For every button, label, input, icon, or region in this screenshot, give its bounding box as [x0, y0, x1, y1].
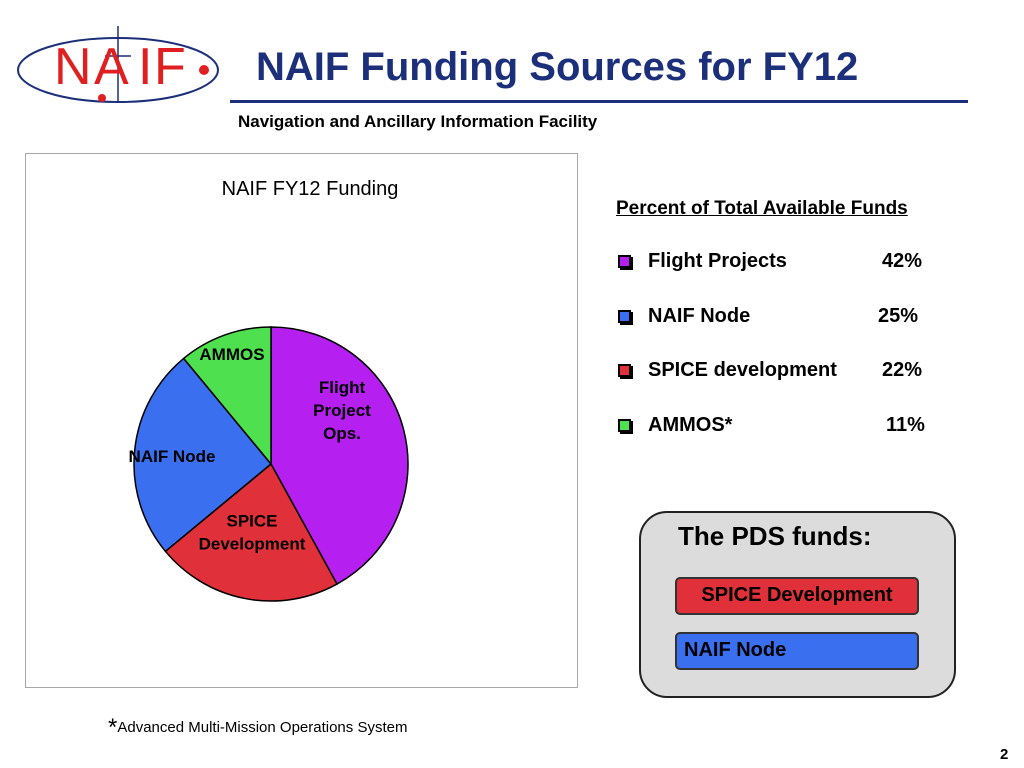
legend-swatch-naif-node: [618, 310, 631, 323]
legend-label: NAIF Node: [648, 305, 751, 327]
pds-item-spice-development: SPICE Development: [675, 577, 919, 615]
pie-label-flight-project-ops: Flight Project Ops.: [313, 378, 371, 443]
pie-label-line: Project: [313, 401, 371, 420]
legend-item-spice-development: SPICE development 22%: [616, 359, 976, 385]
pds-item-naif-node: NAIF Node: [675, 632, 919, 670]
logo-letter-f: F: [154, 38, 186, 96]
pie-label-line: NAIF Node: [129, 447, 216, 466]
legend-item-ammos: AMMOS* 11%: [616, 414, 976, 440]
pie-slice-flight-project-ops: [270, 326, 409, 586]
footnote-text: Advanced Multi-Mission Operations System: [117, 719, 408, 736]
pie-chart: NAIF FY12 Funding Flight Project Ops. SPICE…: [129, 178, 409, 602]
pie-slices: [133, 326, 409, 602]
pie-label-spice-development: SPICE Development: [199, 512, 306, 554]
legend-item-flight-projects: Flight Projects 42%: [616, 250, 976, 276]
legend-percent: 11%: [886, 414, 925, 436]
pie-label-line: SPICE: [226, 512, 277, 531]
legend-percent: 25%: [878, 305, 919, 327]
pds-funds-box: The PDS funds: SPICE Development NAIF No…: [639, 511, 956, 698]
pds-funds-title: The PDS funds:: [678, 521, 872, 551]
pie-slice-naif-node: [133, 357, 273, 553]
pie-label-line: Ops.: [323, 424, 361, 443]
legend-label: SPICE development: [648, 359, 837, 381]
logo-planet-dot: [199, 65, 209, 75]
logo-letter-i: I: [138, 38, 152, 96]
legend-percent: 42%: [882, 250, 923, 272]
slide-subtitle: Navigation and Ancillary Information Fac…: [238, 112, 598, 131]
slide-title: NAIF Funding Sources for FY12: [256, 45, 859, 89]
logo-letter-n: N: [54, 38, 92, 96]
legend-percent: 22%: [882, 359, 923, 381]
legend-label: Flight Projects: [648, 250, 787, 272]
legend-swatch-spice-development: [618, 364, 631, 377]
legend-heading: Percent of Total Available Funds: [616, 198, 908, 219]
logo-letter-a: A: [94, 38, 129, 96]
logo-planet-dot-small: [98, 94, 106, 102]
legend-swatch-ammos: [618, 419, 631, 432]
pie-label-line: Development: [199, 535, 306, 554]
pie-slice-spice-development: [164, 462, 339, 602]
chart-title: NAIF FY12 Funding: [222, 178, 399, 200]
pie-labels: Flight Project Ops. SPICE Development NAIF No…: [129, 345, 372, 554]
footnote-marker: *: [108, 714, 118, 741]
page-number: 2: [1000, 746, 1009, 763]
pie-label-naif-node: NAIF Node: [129, 447, 216, 466]
pie-label-line: AMMOS: [199, 345, 264, 364]
legend-swatch-flight-projects: [618, 255, 631, 268]
pie-chart-frame: NAIF FY12 Funding Flight Project Ops. SPICE…: [25, 153, 578, 688]
pie-slice-ammos: [182, 326, 272, 467]
footnote: *Advanced Multi-Mission Operations Syste…: [108, 714, 407, 742]
naif-logo: N A I F: [17, 26, 219, 103]
legend-label: AMMOS*: [648, 414, 733, 436]
pie-label-line: Flight: [319, 378, 366, 397]
legend-item-naif-node: NAIF Node 25%: [616, 305, 976, 331]
title-divider: [230, 100, 968, 103]
pie-label-ammos: AMMOS: [199, 345, 264, 364]
